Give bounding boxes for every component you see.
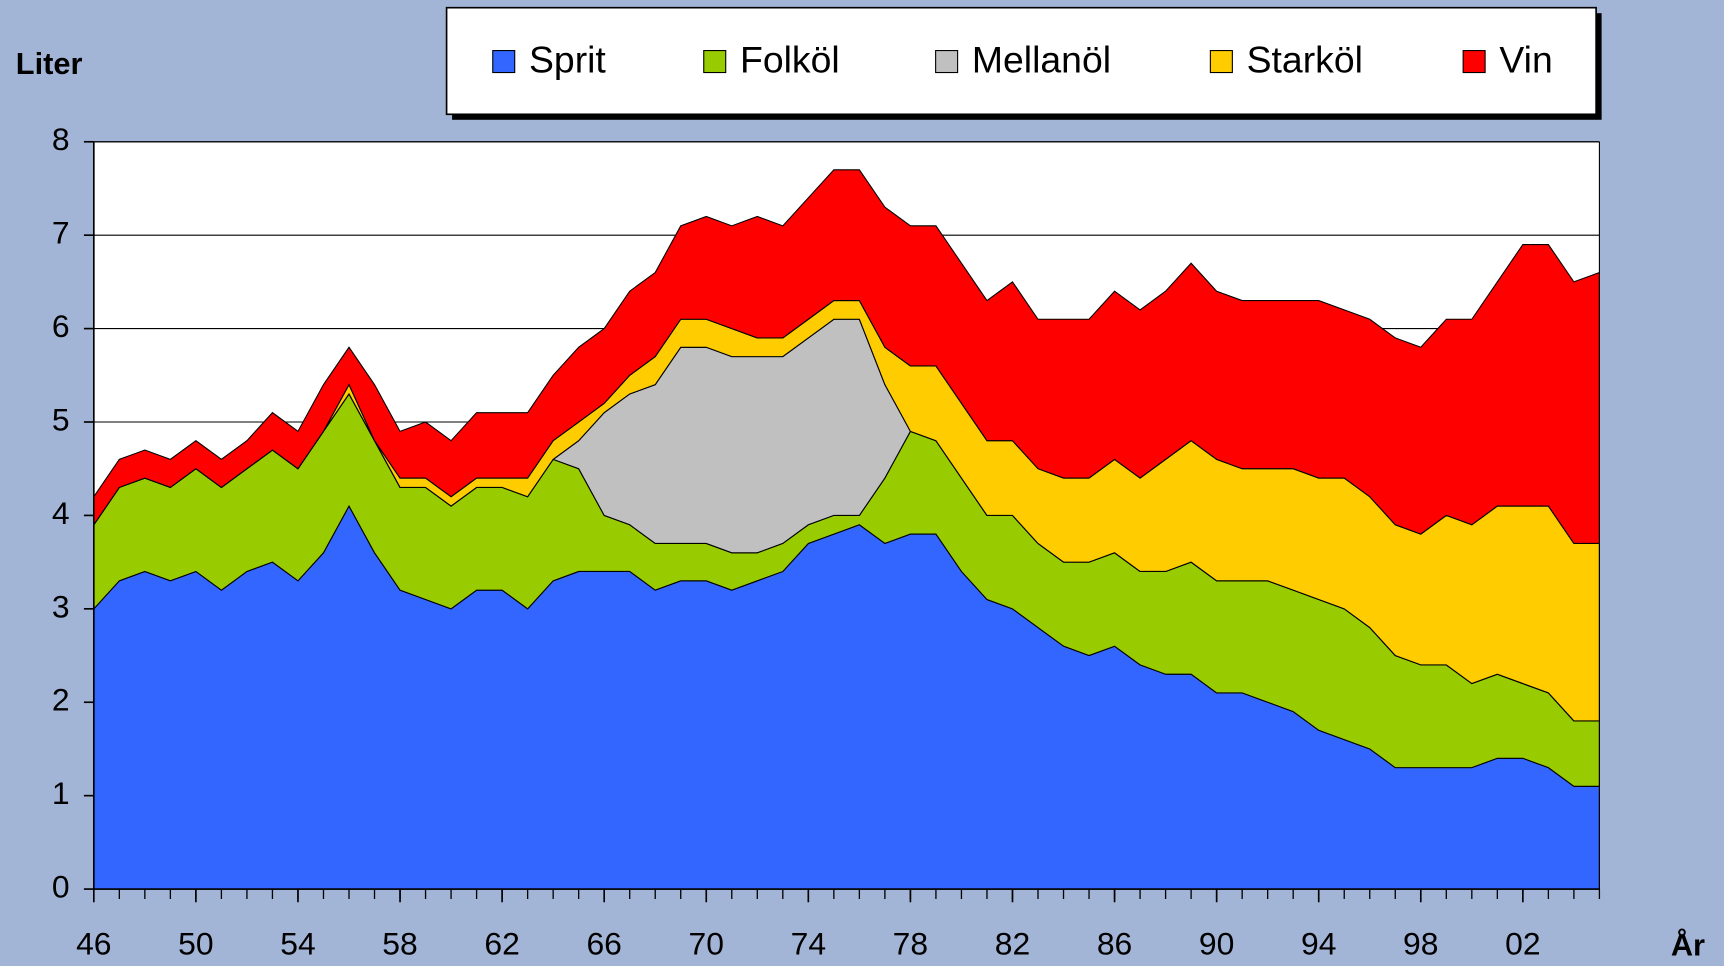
- legend-box: [445, 6, 1597, 116]
- x-tick-label: 90: [1199, 926, 1234, 962]
- x-tick-label: 86: [1097, 926, 1132, 962]
- x-tick-label: 66: [586, 926, 621, 962]
- x-tick-label: 82: [995, 926, 1030, 962]
- legend-label: Mellanöl: [972, 39, 1111, 81]
- x-tick-label: 02: [1505, 926, 1540, 962]
- x-tick-label: 70: [689, 926, 724, 962]
- legend-label: Vin: [1499, 39, 1552, 81]
- legend-swatch: [492, 50, 516, 74]
- x-tick-label: 94: [1301, 926, 1336, 962]
- y-tick-label: 4: [52, 495, 70, 531]
- legend-swatch: [1462, 50, 1486, 74]
- x-tick-label: 74: [791, 926, 826, 962]
- y-axis-label: Liter: [16, 46, 83, 81]
- x-axis-label: År: [1671, 927, 1705, 962]
- legend-swatch: [703, 50, 727, 74]
- y-tick-label: 1: [52, 775, 70, 811]
- x-tick-label: 46: [76, 926, 111, 962]
- x-tick-label: 98: [1403, 926, 1438, 962]
- y-tick-label: 8: [52, 121, 70, 157]
- y-tick-label: 2: [52, 682, 70, 718]
- y-tick-label: 3: [52, 588, 70, 624]
- legend-label: Folköl: [740, 39, 840, 81]
- x-tick-label: 54: [280, 926, 315, 962]
- areas: [93, 169, 1600, 890]
- y-tick-label: 6: [52, 308, 70, 344]
- legend-swatch: [935, 50, 959, 74]
- y-tick-label: 5: [52, 401, 70, 437]
- legend-label: Starköl: [1247, 39, 1363, 81]
- legend-swatch: [1209, 50, 1233, 74]
- x-tick-label: 58: [382, 926, 417, 962]
- legend: Sprit Folköl Mellanöl Starköl Vin: [492, 39, 1553, 81]
- x-tick-label: 62: [484, 926, 519, 962]
- legend-label: Sprit: [529, 39, 606, 81]
- x-tick-label: 78: [893, 926, 928, 962]
- y-tick-label: 0: [52, 868, 70, 904]
- y-tick-label: 7: [52, 215, 70, 251]
- x-tick-label: 50: [178, 926, 213, 962]
